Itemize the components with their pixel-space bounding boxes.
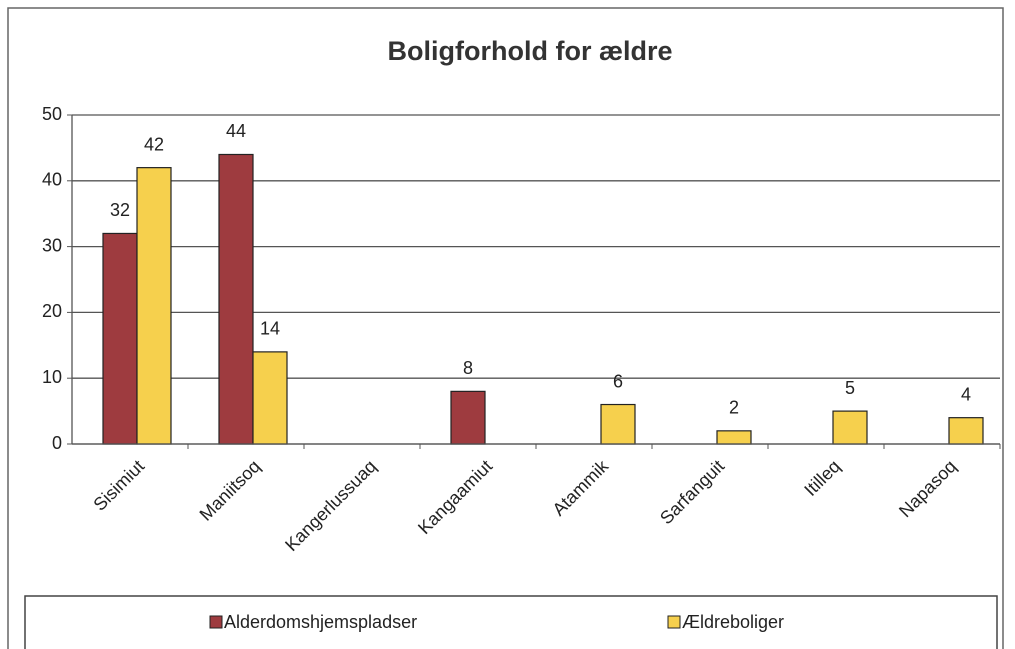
y-tick-label: 40 <box>42 170 62 190</box>
legend-box <box>24 595 998 649</box>
x-tick-label: Kangerlussuaq <box>281 456 380 555</box>
legend-label: Ældreboliger <box>682 612 784 632</box>
x-tick-label: Kangaamiut <box>414 456 496 538</box>
x-tick-label: Sisimiut <box>89 456 148 515</box>
x-tick-label: Itilleq <box>800 456 844 500</box>
bar <box>832 410 868 445</box>
data-label: 42 <box>144 134 164 154</box>
bar <box>450 390 486 445</box>
y-tick-label: 0 <box>52 433 62 453</box>
data-label: 8 <box>463 358 473 378</box>
data-label: 5 <box>845 378 855 398</box>
legend-label: Alderdomshjemspladser <box>224 612 417 632</box>
data-label: 2 <box>729 398 739 418</box>
bar <box>948 417 984 445</box>
bar <box>136 167 172 445</box>
x-tick-label: Sarfanguit <box>656 456 728 528</box>
y-tick-label: 30 <box>42 235 62 255</box>
x-tick-label: Atammik <box>549 455 613 519</box>
y-tick-label: 20 <box>42 301 62 321</box>
bar <box>600 403 636 445</box>
y-tick-label: 10 <box>42 367 62 387</box>
bar <box>716 430 752 445</box>
legend-swatch <box>209 615 223 629</box>
x-tick-label: Napasoq <box>895 456 960 521</box>
legend-swatch <box>667 615 681 629</box>
data-label: 14 <box>260 319 280 339</box>
bar <box>102 232 138 445</box>
data-label: 6 <box>613 371 623 391</box>
y-tick-label: 50 <box>42 104 62 124</box>
data-label: 4 <box>961 384 971 404</box>
chart-title: Boligforhold for ældre <box>388 36 673 66</box>
chart-frame <box>7 7 1004 649</box>
data-label: 32 <box>110 200 130 220</box>
data-label: 44 <box>226 121 246 141</box>
x-tick-label: Maniitsoq <box>196 456 265 525</box>
bar <box>218 153 254 445</box>
bar <box>252 351 288 445</box>
